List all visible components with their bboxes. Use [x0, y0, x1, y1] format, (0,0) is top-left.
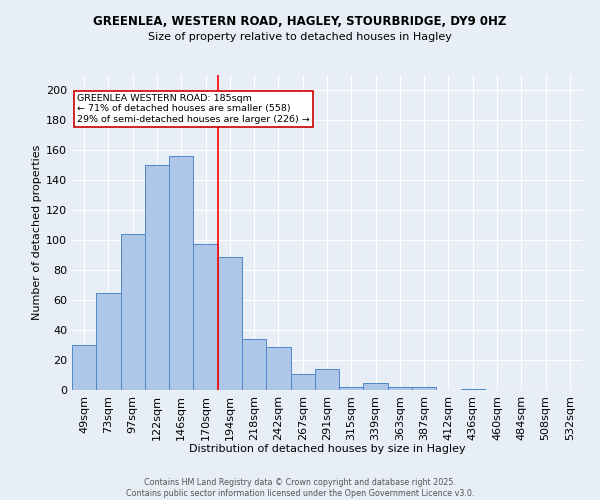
Bar	[339, 387, 364, 390]
Bar	[72, 345, 96, 390]
Bar	[412, 387, 436, 390]
Bar	[461, 388, 485, 390]
Text: GREENLEA WESTERN ROAD: 185sqm
← 71% of detached houses are smaller (558)
29% of : GREENLEA WESTERN ROAD: 185sqm ← 71% of d…	[77, 94, 310, 124]
Text: Contains HM Land Registry data © Crown copyright and database right 2025.
Contai: Contains HM Land Registry data © Crown c…	[126, 478, 474, 498]
Bar	[242, 339, 266, 390]
Bar	[218, 256, 242, 390]
Bar	[315, 369, 339, 390]
Bar	[266, 346, 290, 390]
Y-axis label: Number of detached properties: Number of detached properties	[32, 145, 42, 320]
Bar	[96, 292, 121, 390]
Bar	[169, 156, 193, 390]
X-axis label: Distribution of detached houses by size in Hagley: Distribution of detached houses by size …	[188, 444, 466, 454]
Bar	[388, 387, 412, 390]
Text: GREENLEA, WESTERN ROAD, HAGLEY, STOURBRIDGE, DY9 0HZ: GREENLEA, WESTERN ROAD, HAGLEY, STOURBRI…	[94, 15, 506, 28]
Bar	[121, 234, 145, 390]
Text: Size of property relative to detached houses in Hagley: Size of property relative to detached ho…	[148, 32, 452, 42]
Bar	[145, 165, 169, 390]
Bar	[193, 244, 218, 390]
Bar	[290, 374, 315, 390]
Bar	[364, 382, 388, 390]
